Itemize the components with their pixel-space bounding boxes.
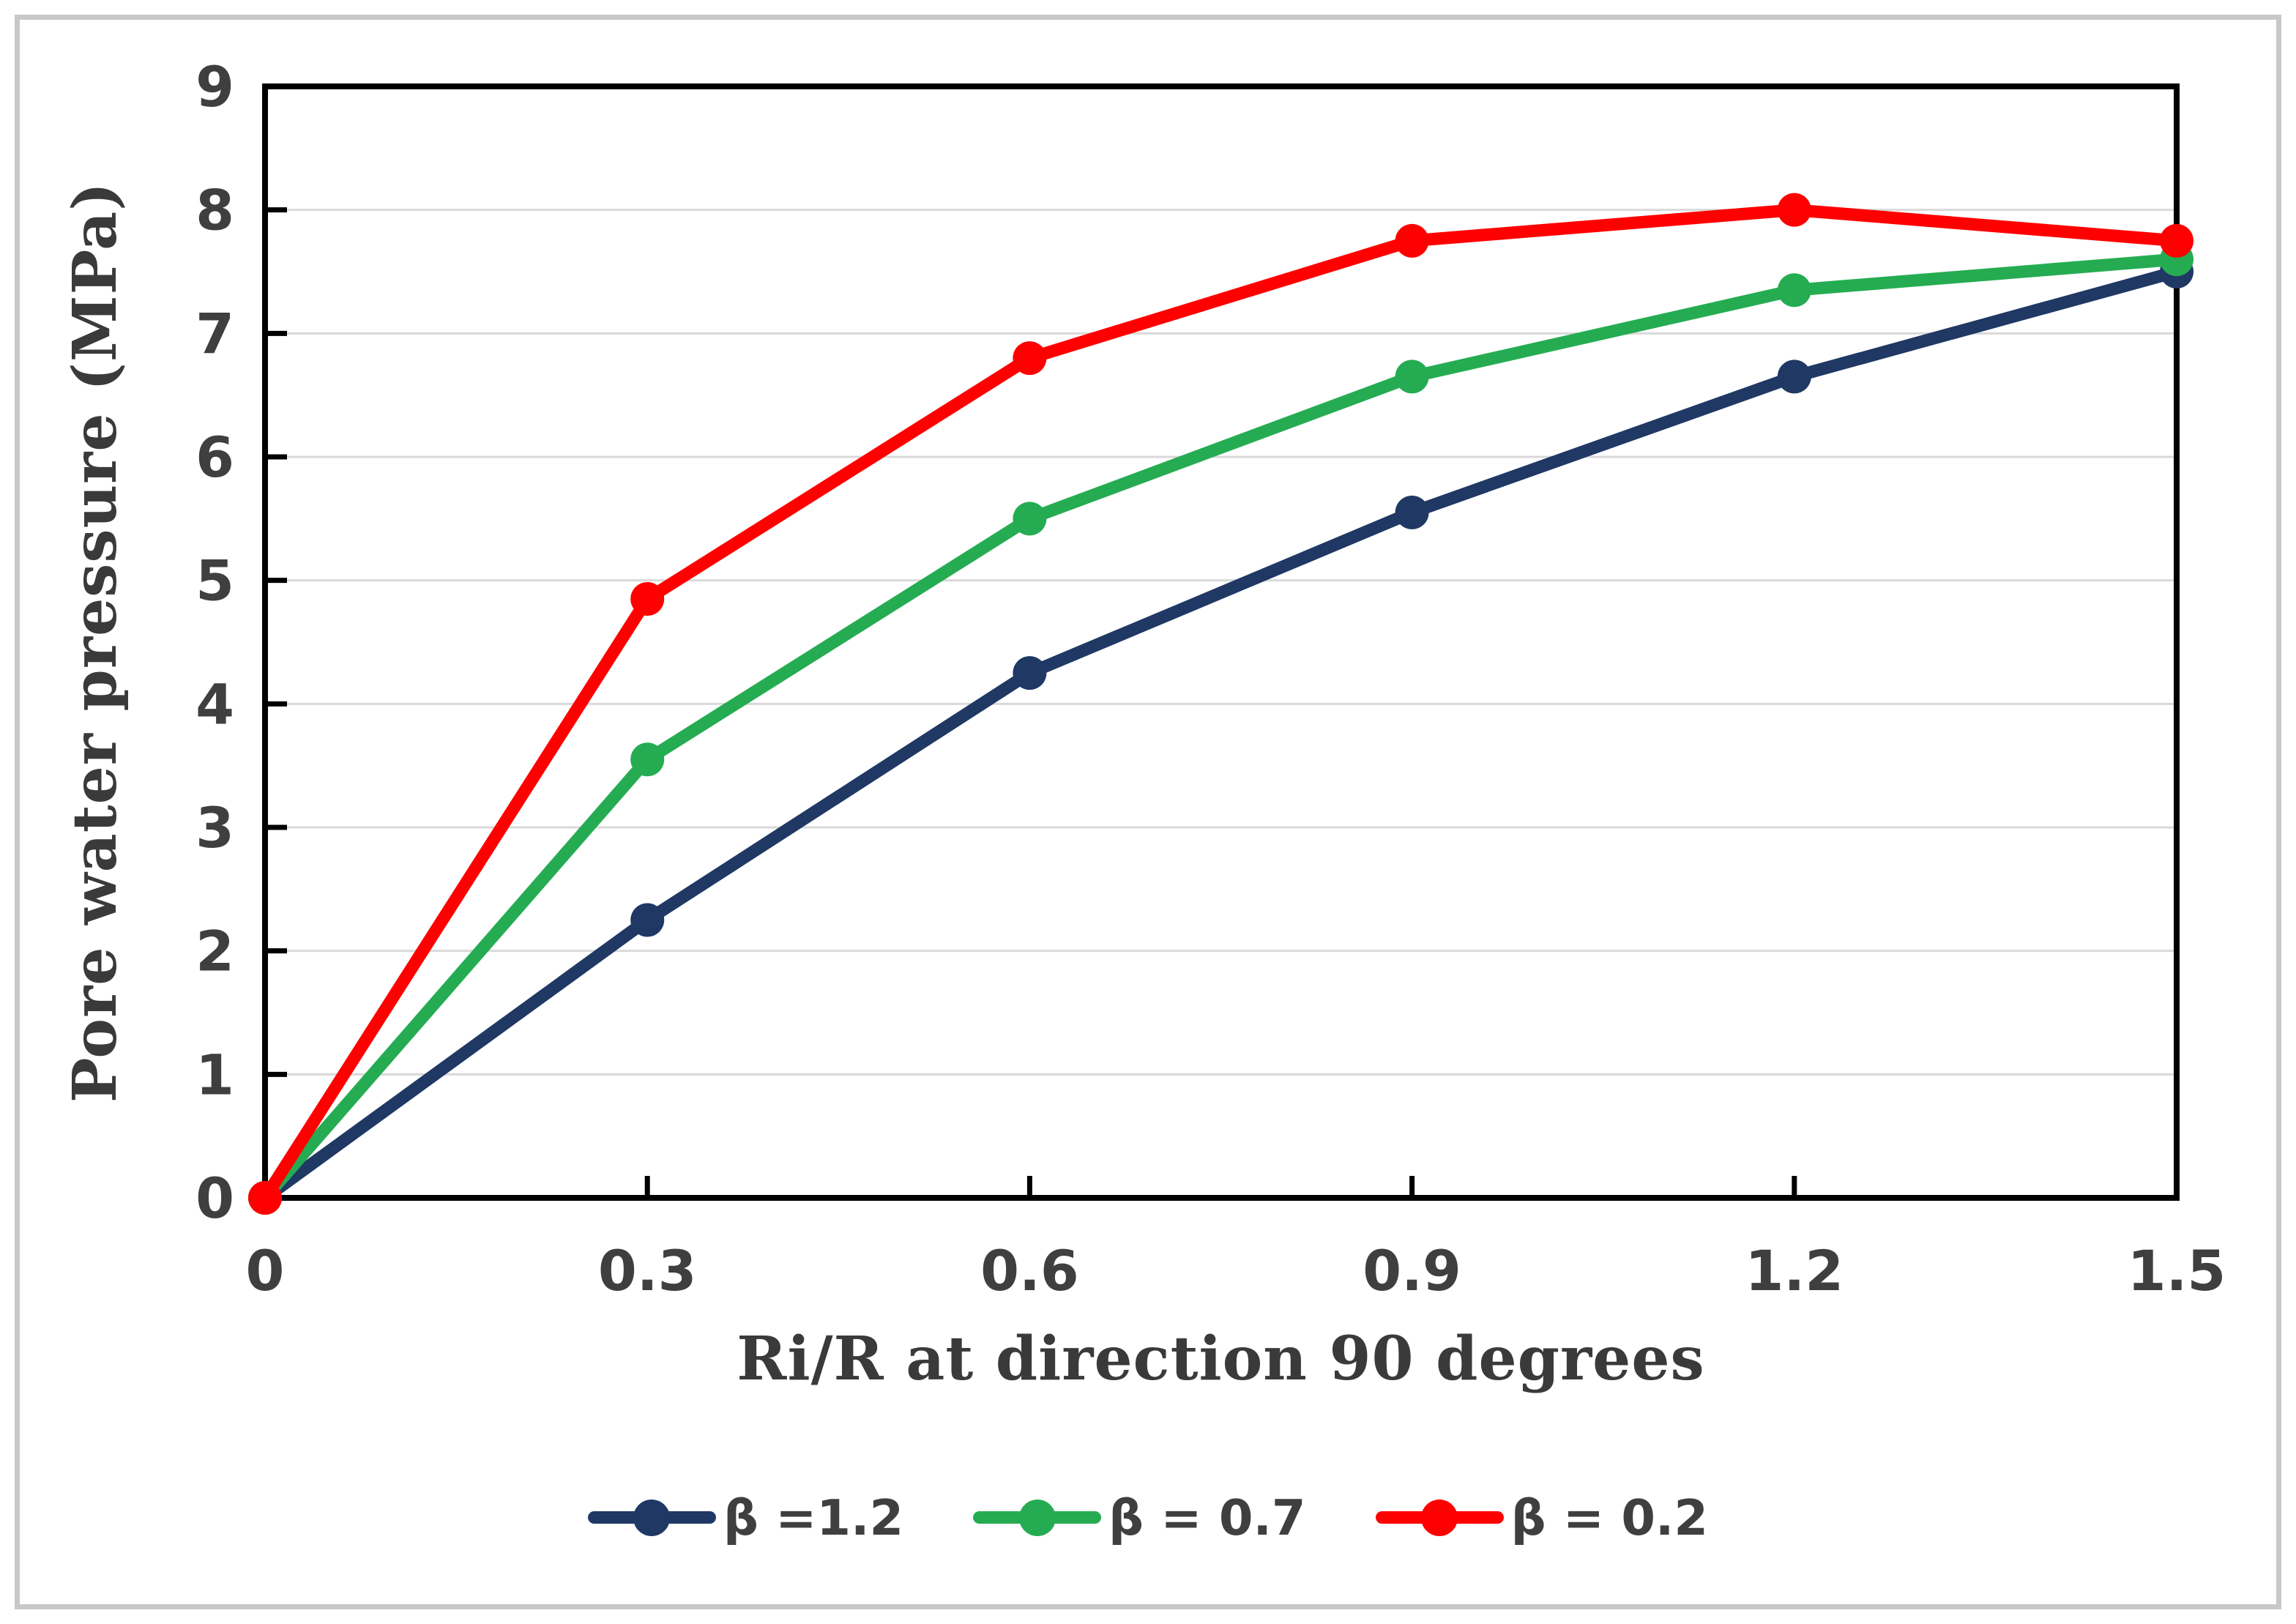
data-point-marker: [1395, 223, 1429, 258]
x-tick-label: 1.5: [2128, 1238, 2226, 1303]
y-tick-label: 7: [195, 301, 234, 366]
y-tick-label: 4: [195, 671, 234, 737]
legend-line-marker-icon: [587, 1494, 716, 1541]
data-point-marker: [1013, 341, 1047, 376]
x-axis-title: Ri/R at direction 90 degrees: [737, 1324, 1705, 1394]
legend-item: β = 0.7: [973, 1489, 1306, 1546]
series-line: [258, 204, 2183, 1204]
legend-item: β =1.2: [587, 1489, 904, 1546]
y-tick-label: 5: [195, 548, 234, 614]
y-tick-label: 8: [195, 178, 234, 243]
data-point-marker: [1777, 193, 1811, 227]
legend-label: β = 0.2: [1510, 1489, 1709, 1546]
data-point-marker: [248, 1181, 282, 1215]
series-line: [258, 265, 2183, 1204]
data-point-marker: [2160, 223, 2194, 258]
x-tick-label: 0: [246, 1238, 285, 1303]
y-axis-title: Pore water pressure (MPa): [60, 181, 130, 1103]
data-point-marker: [630, 903, 665, 937]
data-point-marker: [1777, 273, 1811, 308]
legend-line-marker-icon: [973, 1494, 1102, 1541]
data-point-marker: [1395, 495, 1429, 529]
data-point-marker: [1395, 360, 1429, 394]
chart-legend: β =1.2 β = 0.7 β = 0.2: [0, 1478, 2296, 1558]
y-tick-label: 1: [195, 1042, 234, 1107]
axis-frame: [262, 83, 2180, 1201]
y-tick-label: 2: [195, 919, 234, 984]
x-tick-label: 0.3: [598, 1238, 697, 1303]
x-tick-label: 0.9: [1363, 1238, 1461, 1303]
y-tick-label: 9: [195, 54, 234, 119]
series-line: [258, 253, 2183, 1204]
data-point-marker: [1777, 360, 1811, 394]
data-point-marker: [1013, 502, 1047, 536]
y-tick-label: 0: [195, 1166, 234, 1231]
y-tick-label: 3: [195, 795, 234, 860]
data-point-marker: [630, 581, 665, 616]
legend-line-marker-icon: [1375, 1494, 1504, 1541]
x-tick-label: 0.6: [980, 1238, 1079, 1303]
data-point-marker: [630, 742, 665, 777]
x-tick-label: 1.2: [1745, 1238, 1844, 1303]
legend-item: β = 0.2: [1375, 1489, 1709, 1546]
data-point-marker: [1013, 656, 1047, 690]
legend-label: β =1.2: [723, 1489, 904, 1546]
y-tick-label: 6: [195, 425, 234, 490]
y-axis-title-wrap: Pore water pressure (MPa): [33, 86, 157, 1198]
legend-label: β = 0.7: [1108, 1489, 1306, 1546]
